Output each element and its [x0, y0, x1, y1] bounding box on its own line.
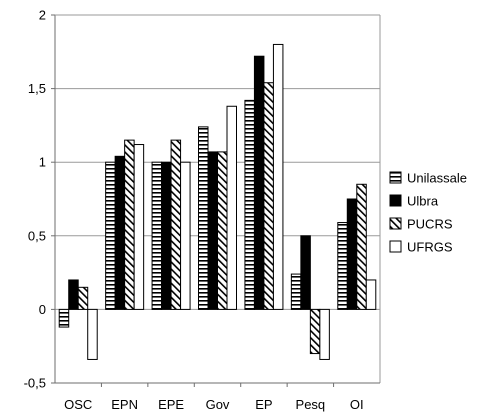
- y-tick-label: 1,5: [28, 81, 46, 96]
- bar-pucrs-oi: [356, 183, 367, 310]
- bar-ulbra-gov: [207, 151, 218, 310]
- bar-pucrs-epn: [124, 139, 135, 310]
- x-tick-label-epe: EPE: [158, 397, 184, 412]
- x-tick-label-epn: EPN: [111, 397, 138, 412]
- y-tick-label: 2: [39, 8, 46, 23]
- x-tick-labels: OSC EPN EPE Gov EP Pesq OI: [64, 397, 364, 412]
- bar-ufrgs-osc: [87, 308, 98, 360]
- legend-swatch-ufrgs: [389, 240, 402, 253]
- axes: [51, 14, 381, 387]
- bar-unilassale-gov: [198, 126, 209, 310]
- bar-ulbra-ep: [253, 55, 265, 310]
- bar-pucrs-ep: [263, 82, 274, 310]
- x-tick-label-oi: OI: [350, 397, 364, 412]
- bar-pucrs-epe: [170, 139, 182, 310]
- bar-pucrs-osc: [77, 286, 89, 310]
- legend-swatch-ulbra: [389, 194, 402, 207]
- bar-ufrgs-ep: [272, 43, 284, 310]
- x-tick-label-ep: EP: [255, 397, 272, 412]
- bar-unilassale-pesq: [290, 273, 302, 310]
- bar-ulbra-oi: [346, 198, 358, 310]
- bar-unilassale-epe: [151, 161, 163, 310]
- legend-swatch-unilassale: [389, 171, 402, 184]
- x-tick-label-pesq: Pesq: [296, 397, 326, 412]
- bar-unilassale-ep: [244, 99, 255, 310]
- y-tick-label: -0,5: [24, 376, 46, 391]
- legend-label-ulbra: Ulbra: [407, 194, 439, 209]
- y-tick-label: 0,5: [28, 228, 46, 243]
- bar-unilassale-epn: [105, 161, 116, 310]
- x-tick-label-osc: OSC: [64, 397, 92, 412]
- bar-ufrgs-gov: [226, 105, 237, 310]
- bar-ufrgs-epe: [180, 161, 191, 310]
- bar-unilassale-oi: [337, 222, 348, 310]
- bar-ufrgs-epn: [133, 144, 145, 310]
- y-tick-label: 1: [39, 155, 46, 170]
- bar-unilassale-osc: [58, 308, 70, 328]
- bar-ulbra-epn: [114, 155, 126, 310]
- legend-label-unilassale: Unilassale: [407, 171, 467, 186]
- legend-label-pucrs: PUCRS: [407, 217, 453, 232]
- legend-label-ufrgs: UFRGS: [407, 240, 453, 255]
- bar-ufrgs-pesq: [319, 308, 330, 360]
- legend: Unilassale Ulbra PUCRS UFRGS: [389, 171, 467, 255]
- y-tick-label: 0: [39, 302, 46, 317]
- bar-ulbra-epe: [161, 161, 172, 310]
- legend-swatch-pucrs: [389, 217, 402, 230]
- y-tick-labels: -0,5 0 0,5 1 1,5 2: [24, 8, 46, 391]
- bar-ulbra-pesq: [300, 235, 311, 310]
- bars: [58, 43, 377, 360]
- x-tick-label-gov: Gov: [206, 397, 230, 412]
- bar-ulbra-osc: [68, 279, 79, 310]
- bar-pucrs-gov: [217, 151, 228, 310]
- bar-ufrgs-oi: [365, 279, 377, 310]
- bar-pucrs-pesq: [309, 308, 321, 355]
